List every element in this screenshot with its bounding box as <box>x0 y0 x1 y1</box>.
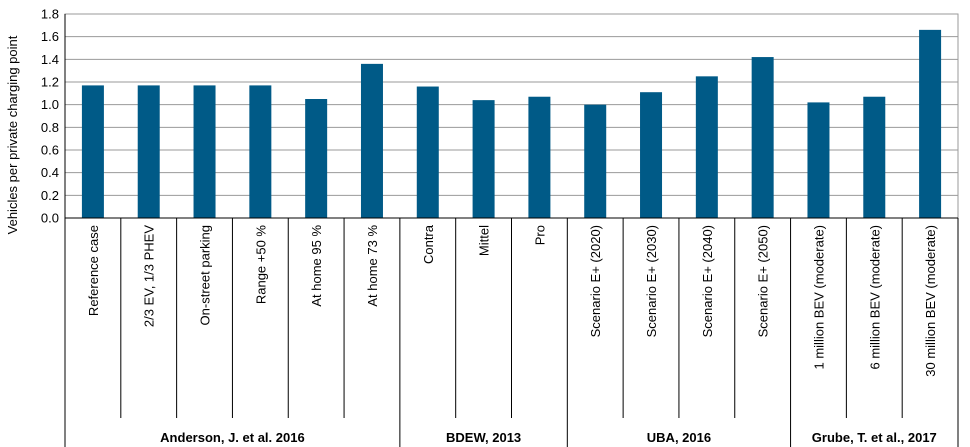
y-tick-labels: 0.0 0.2 0.4 0.6 0.8 1.0 1.2 1.4 1.6 1.8 <box>41 7 59 226</box>
category-label: Scenario E+ (2020) <box>588 225 603 337</box>
bar <box>305 99 328 218</box>
y-tick-label: 1.8 <box>41 7 59 22</box>
y-tick-label: 1.2 <box>41 75 59 90</box>
bar <box>193 85 216 219</box>
category-label: Pro <box>532 225 547 245</box>
bar <box>640 92 663 218</box>
bar <box>528 96 551 218</box>
category-label: Scenario E+ (2030) <box>644 225 659 337</box>
y-tick-label: 0.8 <box>41 120 59 135</box>
category-label: At home 73 % <box>365 225 380 307</box>
category-label: On-street parking <box>198 225 213 325</box>
y-tick-label: 0.4 <box>41 165 59 180</box>
category-label: At home 95 % <box>309 225 324 307</box>
bar <box>249 85 272 219</box>
category-label: 1 million BEV (moderate) <box>811 225 826 370</box>
y-tick-label: 1.4 <box>41 52 59 67</box>
y-tick-label: 0.2 <box>41 188 59 203</box>
bar <box>863 96 886 218</box>
bar <box>137 85 160 219</box>
bar <box>751 57 774 218</box>
bar <box>584 104 607 218</box>
y-axis-title: Vehicles per private charging point <box>5 35 20 234</box>
bar <box>81 85 104 219</box>
group-label: Grube, T. et al., 2017 <box>812 430 937 445</box>
bar <box>807 102 830 218</box>
bar <box>472 100 495 218</box>
y-tick-label: 0.6 <box>41 143 59 158</box>
category-label: Contra <box>421 224 436 264</box>
category-label: Mittel <box>477 225 492 256</box>
bar <box>919 29 942 218</box>
category-label: 30 million BEV (moderate) <box>923 225 938 377</box>
y-tick-label: 1.0 <box>41 97 59 112</box>
category-label: 2/3 EV, 1/3 PHEV <box>142 225 157 327</box>
group-label: Anderson, J. et al. 2016 <box>160 430 305 445</box>
category-label: Reference case <box>86 225 101 316</box>
y-tick-label: 1.6 <box>41 29 59 44</box>
category-label: Range +50 % <box>253 225 268 305</box>
category-label: Scenario E+ (2050) <box>756 225 771 337</box>
group-labels: Anderson, J. et al. 2016 BDEW, 2013 UBA, 2… <box>160 430 937 445</box>
category-label: Scenario E+ (2040) <box>700 225 715 337</box>
category-label: 6 million BEV (moderate) <box>867 225 882 370</box>
group-label: UBA, 2016 <box>647 430 711 445</box>
category-labels: Reference case 2/3 EV, 1/3 PHEV On-street … <box>86 224 938 376</box>
axes <box>64 14 959 447</box>
bar <box>360 63 383 218</box>
bars <box>81 29 942 219</box>
group-label: BDEW, 2013 <box>446 430 521 445</box>
bar <box>695 76 718 218</box>
y-tick-label: 0.0 <box>41 211 59 226</box>
bar <box>416 86 439 219</box>
